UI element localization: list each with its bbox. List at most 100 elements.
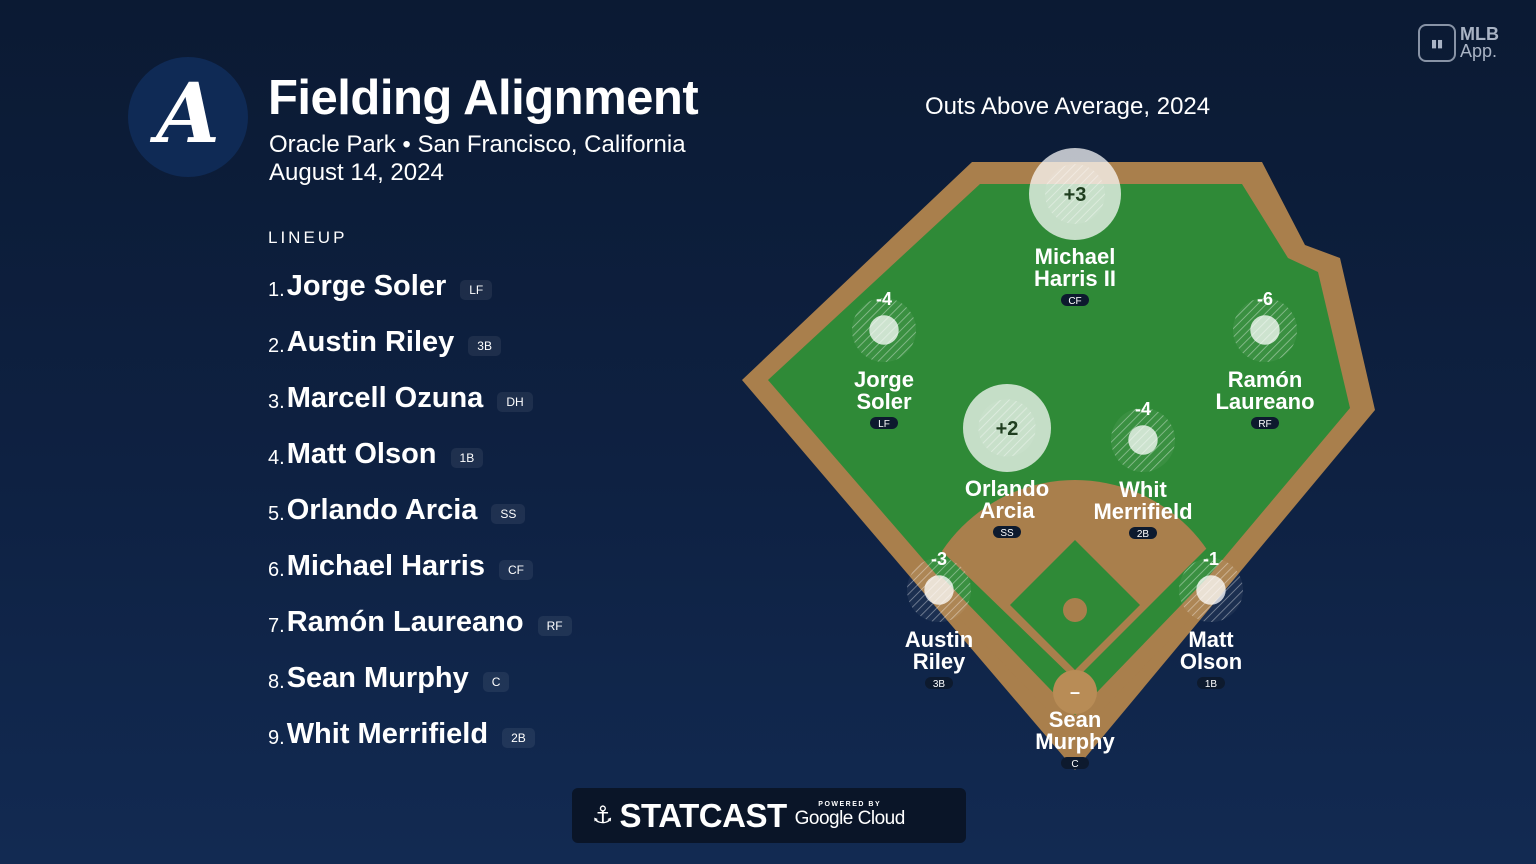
lineup-item: 3. Marcell Ozuna DH xyxy=(268,370,572,426)
lineup-number: 7. xyxy=(268,614,285,637)
fielder-name-line1: Jorge xyxy=(854,367,914,392)
mlb-app-badge: ▮▮ MLB App. xyxy=(1418,24,1499,62)
mlb-app-line2: App. xyxy=(1460,41,1498,61)
fielder-name-line2: Soler xyxy=(856,389,911,414)
mlb-app-line1: MLB xyxy=(1460,24,1499,44)
position-badge xyxy=(1129,527,1157,539)
lineup-position: RF xyxy=(537,616,572,636)
fielder-name-line1: Michael xyxy=(1035,244,1116,269)
position-badge xyxy=(1197,677,1225,689)
oaa-circle xyxy=(869,315,899,345)
fielder-name-line1: Sean xyxy=(1049,707,1102,732)
position-badge xyxy=(1251,417,1279,429)
statcast-footer: ⚓ STATCAST POWERED BY Google Cloud xyxy=(572,788,966,843)
fielder-name-line2: Merrifield xyxy=(1093,499,1192,524)
position-badge xyxy=(925,677,953,689)
oaa-circle xyxy=(1250,315,1280,345)
lineup-position: DH xyxy=(497,392,533,412)
fielder-name-line1: Austin xyxy=(905,627,973,652)
lineup-item: 2. Austin Riley 3B xyxy=(268,314,572,370)
lineup-player-name: Orlando Arcia xyxy=(286,493,478,526)
position-badge-label: 1B xyxy=(1205,679,1218,690)
oaa-value: +2 xyxy=(996,418,1019,440)
game-date: August 14, 2024 xyxy=(269,159,444,186)
lineup-position: C xyxy=(482,672,510,692)
oaa-value: – xyxy=(1070,682,1080,702)
lineup-number: 3. xyxy=(268,390,285,413)
lineup-position: 3B xyxy=(468,336,501,356)
fielder-name-line2: Arcia xyxy=(979,498,1035,523)
lineup-position: CF xyxy=(498,560,533,580)
lineup-item: 4. Matt Olson 1B xyxy=(268,426,572,482)
position-badge-label: LF xyxy=(878,419,890,430)
lineup-list: 1. Jorge Soler LF 2. Austin Riley 3B 3. Marce… xyxy=(268,258,572,762)
fielder-name-line2: Riley xyxy=(913,649,966,674)
oaa-value: -6 xyxy=(1257,289,1273,309)
lineup-number: 4. xyxy=(268,446,285,469)
oaa-hatch xyxy=(1045,164,1105,224)
game-info: Oracle Park • San Francisco, California … xyxy=(269,131,686,187)
mlb-logo-icon: ▮▮ xyxy=(1418,24,1456,62)
google-cloud-name: Google Cloud xyxy=(794,808,906,829)
lineup-player-name: Whit Merrifield xyxy=(286,717,489,750)
powered-by: POWERED BY xyxy=(818,801,882,808)
lineup-number: 9. xyxy=(268,726,285,749)
lineup-number: 8. xyxy=(268,670,285,693)
oaa-value: -3 xyxy=(931,549,947,569)
position-badge xyxy=(1061,757,1089,769)
position-badge-label: 3B xyxy=(933,679,946,690)
fielder-name-line2: Harris II xyxy=(1034,266,1116,291)
page-title: Fielding Alignment xyxy=(268,71,699,125)
lineup-position: SS xyxy=(491,504,526,524)
lineup-label: LINEUP xyxy=(268,228,348,247)
lineup-player-name: Matt Olson xyxy=(286,437,437,470)
position-badge xyxy=(1061,294,1089,306)
lineup-player-name: Sean Murphy xyxy=(286,661,469,694)
lineup-item: 7. Ramón Laureano RF xyxy=(268,594,572,650)
position-badge-label: RF xyxy=(1258,419,1271,430)
fielder-name-line2: Murphy xyxy=(1035,729,1115,754)
fielder-name-line1: Whit xyxy=(1119,477,1167,502)
fielder-name-line1: Orlando xyxy=(965,476,1049,501)
oaa-value: +3 xyxy=(1064,184,1087,206)
lineup-number: 2. xyxy=(268,334,285,357)
statcast-batter-icon: ⚓ xyxy=(592,802,614,829)
lineup-number: 5. xyxy=(268,502,285,525)
braves-logo-letter: A xyxy=(156,66,220,162)
lineup-player-name: Austin Riley xyxy=(286,325,455,358)
oaa-circle xyxy=(1128,425,1158,455)
home-plate-circle xyxy=(1053,670,1097,714)
lineup-item: 9. Whit Merrifield 2B xyxy=(268,706,572,762)
lineup-position: LF xyxy=(460,280,493,300)
oaa-circle xyxy=(1196,575,1226,605)
statcast-brand: STATCAST xyxy=(619,796,788,834)
position-badge-label: C xyxy=(1071,759,1078,770)
fielder-name-line1: Matt xyxy=(1188,627,1234,652)
fielder-name-line1: Ramón xyxy=(1228,367,1303,392)
lineup-player-name: Jorge Soler xyxy=(286,269,447,302)
position-badge xyxy=(870,417,898,429)
lineup-player-name: Marcell Ozuna xyxy=(286,381,484,414)
fielder-name-line2: Laureano xyxy=(1215,389,1314,414)
mlb-app-text: MLB App. xyxy=(1460,24,1499,61)
lineup-number: 1. xyxy=(268,278,285,301)
lineup-number: 6. xyxy=(268,558,285,581)
braves-logo: A xyxy=(128,57,248,177)
lineup-item: 5. Orlando Arcia SS xyxy=(268,482,572,538)
position-badge xyxy=(993,526,1021,538)
pitchers-mound xyxy=(1063,598,1087,622)
oaa-value: -4 xyxy=(876,289,892,309)
position-badge-label: SS xyxy=(1000,528,1014,539)
oaa-value: -1 xyxy=(1203,549,1219,569)
lineup-position: 1B xyxy=(450,448,484,468)
venue: Oracle Park • San Francisco, California xyxy=(269,131,686,158)
lineup-player-name: Ramón Laureano xyxy=(286,605,524,638)
